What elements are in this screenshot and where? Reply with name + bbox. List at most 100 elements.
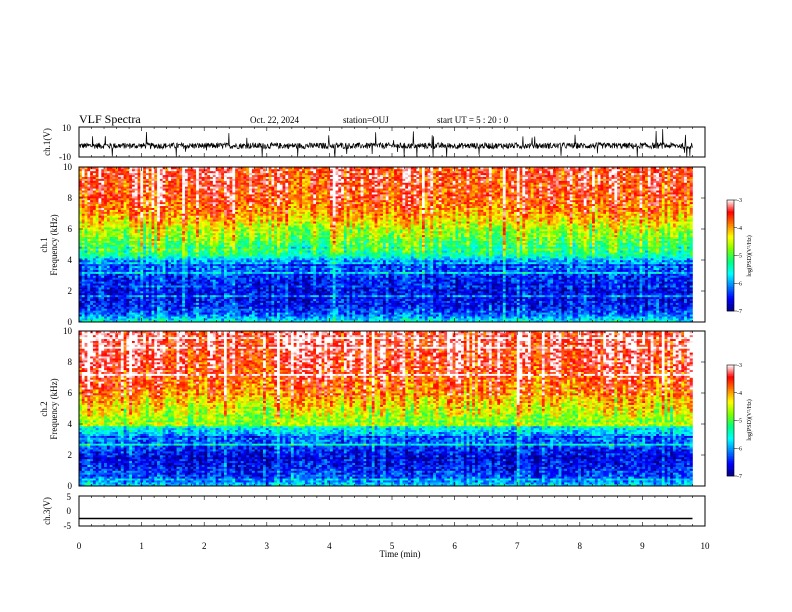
spectrogram-cell xyxy=(179,300,183,303)
spectrogram-cell xyxy=(193,314,197,317)
spectrogram-cell xyxy=(243,320,247,323)
spectrogram-cell xyxy=(201,184,205,187)
spectrogram-cell xyxy=(235,242,239,245)
spectrogram-cell xyxy=(187,178,191,181)
spectrogram-cell xyxy=(190,184,194,187)
spectrogram-cell xyxy=(226,246,230,249)
spectrogram-cell xyxy=(112,254,116,257)
spectrogram-cell xyxy=(190,302,194,305)
spectrogram-cell xyxy=(92,277,97,280)
spectrogram-cell xyxy=(151,304,155,307)
spectrogram-cell xyxy=(81,215,85,218)
spectrogram-cell xyxy=(193,302,197,305)
spectrogram-cell xyxy=(84,217,88,220)
spectrogram-cell xyxy=(151,269,155,272)
spectrogram-cell xyxy=(112,190,116,193)
spectrogram-cell xyxy=(145,291,150,294)
spectrogram-cell xyxy=(187,254,191,257)
spectrogram-cell xyxy=(198,229,202,232)
spectrogram-cell xyxy=(81,310,85,313)
spectrogram-cell xyxy=(98,227,102,230)
spectrogram-cell xyxy=(145,254,150,257)
spectrogram-cell xyxy=(184,252,189,255)
spectrogram-cell xyxy=(184,174,189,177)
spectrogram-cell xyxy=(221,217,225,220)
spectrogram-cell xyxy=(159,201,163,205)
spectrogram-cell xyxy=(198,182,202,185)
spectrogram-cell xyxy=(224,252,228,255)
spectrogram-cell xyxy=(204,199,208,203)
spectrogram-cell xyxy=(123,196,127,199)
spectrogram-cell xyxy=(90,240,94,243)
spectrogram-cell xyxy=(171,302,175,305)
spectrogram-cell xyxy=(165,281,169,284)
spectrogram-cell xyxy=(187,209,191,212)
spectrogram-cell xyxy=(123,258,127,261)
spectrogram-cell xyxy=(190,310,194,313)
spectrogram-cell xyxy=(224,168,228,172)
spectrogram-cell xyxy=(193,252,197,255)
spectrogram-cell xyxy=(126,265,130,269)
spectrogram-cell xyxy=(118,211,122,214)
spectrogram-cell xyxy=(224,230,228,234)
spectrogram-cell xyxy=(129,304,133,307)
spectrogram-cell xyxy=(182,167,186,170)
spectrogram-cell xyxy=(240,263,244,267)
spectrogram-cell xyxy=(120,289,124,292)
spectrogram-cell xyxy=(101,232,105,236)
spectrogram-cell xyxy=(221,263,225,267)
spectrogram-cell xyxy=(229,263,233,267)
spectrogram-cell xyxy=(140,300,144,303)
spectrogram-cell xyxy=(179,314,183,317)
spectrogram-cell xyxy=(221,229,225,232)
spectrogram-cell xyxy=(221,320,225,323)
spectrogram-cell xyxy=(134,265,138,269)
spectrogram-cell xyxy=(101,203,105,207)
spectrogram-cell xyxy=(143,281,147,284)
spectrogram-cell xyxy=(104,248,108,251)
spectrogram-cell xyxy=(131,312,136,315)
spectrogram-cell xyxy=(182,318,186,321)
spectrogram-cell xyxy=(159,287,163,290)
spectrogram-cell xyxy=(215,225,219,228)
spectrogram-cell xyxy=(126,180,130,183)
spectrogram-cell xyxy=(84,244,88,247)
spectrogram-cell xyxy=(95,198,99,201)
spectrogram-cell xyxy=(162,184,166,187)
spectrogram-cell xyxy=(145,246,150,249)
spectrogram-cell xyxy=(101,254,105,257)
spectrogram-cell xyxy=(134,261,138,265)
spectrogram-cell xyxy=(249,318,253,321)
spectrogram-cell xyxy=(159,318,163,321)
spectrogram-cell xyxy=(237,300,242,303)
spectrogram-cell xyxy=(98,172,102,176)
spectrogram-cell xyxy=(81,198,85,201)
spectrogram-cell xyxy=(187,281,191,284)
spectrogram-cell xyxy=(237,190,242,193)
spectrogram-cell xyxy=(212,230,216,234)
spectrogram-cell xyxy=(115,209,119,212)
spectrogram-cell xyxy=(193,256,197,259)
spectrogram-cell xyxy=(232,196,236,199)
spectrogram-cell xyxy=(87,281,91,284)
spectrogram-cell xyxy=(196,291,200,294)
spectrogram-cell xyxy=(235,219,239,222)
spectrogram-cell xyxy=(140,261,144,265)
spectrogram-cell xyxy=(134,201,138,205)
spectrogram-cell xyxy=(109,207,113,210)
spectrogram-cell xyxy=(240,219,244,222)
spectrogram-cell xyxy=(101,240,105,243)
spectrogram-cell xyxy=(210,300,214,303)
spectrogram-cell xyxy=(101,199,105,203)
spectrogram-cell xyxy=(179,213,183,216)
spectrogram-cell xyxy=(198,225,202,228)
spectrogram-cell xyxy=(101,182,105,185)
spectrogram-cell xyxy=(224,296,228,300)
spectrogram-cell xyxy=(157,203,161,207)
spectrogram-cell xyxy=(162,244,166,247)
spectrogram-cell xyxy=(165,244,169,247)
spectrogram-cell xyxy=(198,186,202,189)
spectrogram-cell xyxy=(229,211,233,214)
spectrogram-cell xyxy=(221,256,225,259)
spectrogram-cell xyxy=(79,275,83,278)
